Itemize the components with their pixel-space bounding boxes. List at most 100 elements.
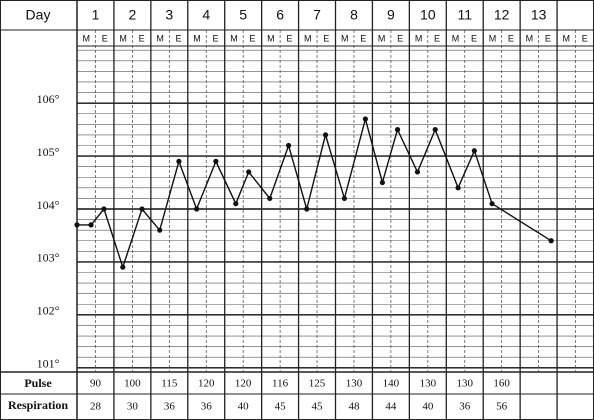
respiration-value: 36 xyxy=(201,401,213,413)
pulse-value: 120 xyxy=(198,378,215,390)
y-tick-label: 106° xyxy=(37,92,60,106)
pulse-label: Pulse xyxy=(24,376,52,390)
y-tick-label: 104° xyxy=(37,198,60,212)
day-number: 10 xyxy=(420,7,436,23)
pulse-value: 115 xyxy=(161,378,178,390)
temperature-point xyxy=(379,179,385,186)
half-label: E xyxy=(286,33,292,43)
respiration-value: 40 xyxy=(238,401,250,413)
respiration-value: 30 xyxy=(127,401,139,413)
day-number: 6 xyxy=(276,7,284,23)
temperature-point xyxy=(157,227,163,233)
day-number: 5 xyxy=(239,7,247,23)
day-number: 11 xyxy=(457,7,472,23)
half-label: M xyxy=(378,33,386,43)
day-number: 13 xyxy=(531,7,547,23)
temperature-point xyxy=(548,238,554,244)
half-label: M xyxy=(193,33,201,43)
respiration-value: 40 xyxy=(422,401,434,413)
respiration-value: 48 xyxy=(348,401,360,413)
pulse-value: 140 xyxy=(383,378,400,390)
respiration-value: 56 xyxy=(496,401,508,413)
pulse-value: 116 xyxy=(272,378,289,390)
temperature-point xyxy=(176,158,182,164)
half-label: E xyxy=(508,33,514,43)
pulse-value: 130 xyxy=(457,378,474,390)
pulse-value: 120 xyxy=(235,378,252,390)
half-label: E xyxy=(212,33,218,43)
half-label: M xyxy=(267,33,275,43)
half-label: E xyxy=(434,33,440,43)
half-label: M xyxy=(341,33,349,43)
pulse-value: 125 xyxy=(309,378,326,390)
half-label: E xyxy=(102,33,108,43)
half-label: E xyxy=(360,33,366,43)
temperature-point xyxy=(455,185,461,191)
half-label: E xyxy=(545,33,551,43)
temperature-point xyxy=(414,169,421,175)
pulse-value: 100 xyxy=(124,378,141,390)
y-tick-label: 103° xyxy=(37,251,60,265)
temperature-point xyxy=(286,142,292,149)
y-tick-label: 102° xyxy=(37,304,60,318)
temperature-point xyxy=(432,127,438,133)
half-label: M xyxy=(304,33,312,43)
half-label: M xyxy=(489,33,497,43)
half-label: E xyxy=(323,33,329,43)
day-label: Day xyxy=(26,7,51,23)
temperature-point xyxy=(213,158,219,164)
temperature-point xyxy=(194,206,200,212)
temperature-point xyxy=(304,206,310,212)
half-label: E xyxy=(471,33,477,43)
pulse-value: 130 xyxy=(346,378,363,390)
half-label: E xyxy=(397,33,403,43)
temperature-point xyxy=(74,222,80,228)
respiration-value: 45 xyxy=(312,401,324,413)
day-number: 4 xyxy=(202,7,210,23)
respiration-value: 45 xyxy=(275,401,287,413)
pulse-value: 130 xyxy=(420,378,437,390)
temperature-point xyxy=(120,264,126,270)
temperature-point xyxy=(362,116,369,122)
temperature-point xyxy=(139,206,145,212)
half-label: M xyxy=(156,33,164,43)
y-tick-label: 101° xyxy=(37,357,60,371)
day-number: 7 xyxy=(313,7,321,23)
pulse-value: 90 xyxy=(90,378,102,390)
temperature-point xyxy=(88,222,94,228)
temperature-point xyxy=(233,201,239,207)
respiration-label: Respiration xyxy=(8,398,68,412)
temperature-point xyxy=(489,201,495,207)
half-label: E xyxy=(249,33,255,43)
half-label: M xyxy=(452,33,460,43)
temperature-point xyxy=(267,195,273,202)
respiration-value: 28 xyxy=(90,401,102,413)
day-number: 8 xyxy=(350,7,358,23)
day-number: 9 xyxy=(387,7,395,23)
temperature-point xyxy=(101,206,107,212)
half-label: M xyxy=(230,33,238,43)
respiration-value: 44 xyxy=(385,401,397,413)
day-number: 2 xyxy=(128,7,136,23)
day-number: 3 xyxy=(165,7,173,23)
temperature-point xyxy=(341,195,347,202)
day-number: 1 xyxy=(92,7,100,23)
temperature-point xyxy=(246,169,252,175)
half-label: M xyxy=(526,33,534,43)
half-label: E xyxy=(139,33,145,43)
half-label: E xyxy=(582,33,588,43)
temperature-point xyxy=(322,132,329,138)
respiration-value: 36 xyxy=(164,401,176,413)
day-number: 12 xyxy=(494,7,510,23)
pulse-value: 160 xyxy=(493,378,510,390)
half-label: M xyxy=(563,33,571,43)
respiration-value: 36 xyxy=(459,401,471,413)
half-label: M xyxy=(119,33,127,43)
y-tick-label: 105° xyxy=(37,145,60,159)
half-label: M xyxy=(82,33,90,43)
half-label: E xyxy=(176,33,182,43)
temperature-point xyxy=(471,148,477,154)
half-label: M xyxy=(415,33,423,43)
